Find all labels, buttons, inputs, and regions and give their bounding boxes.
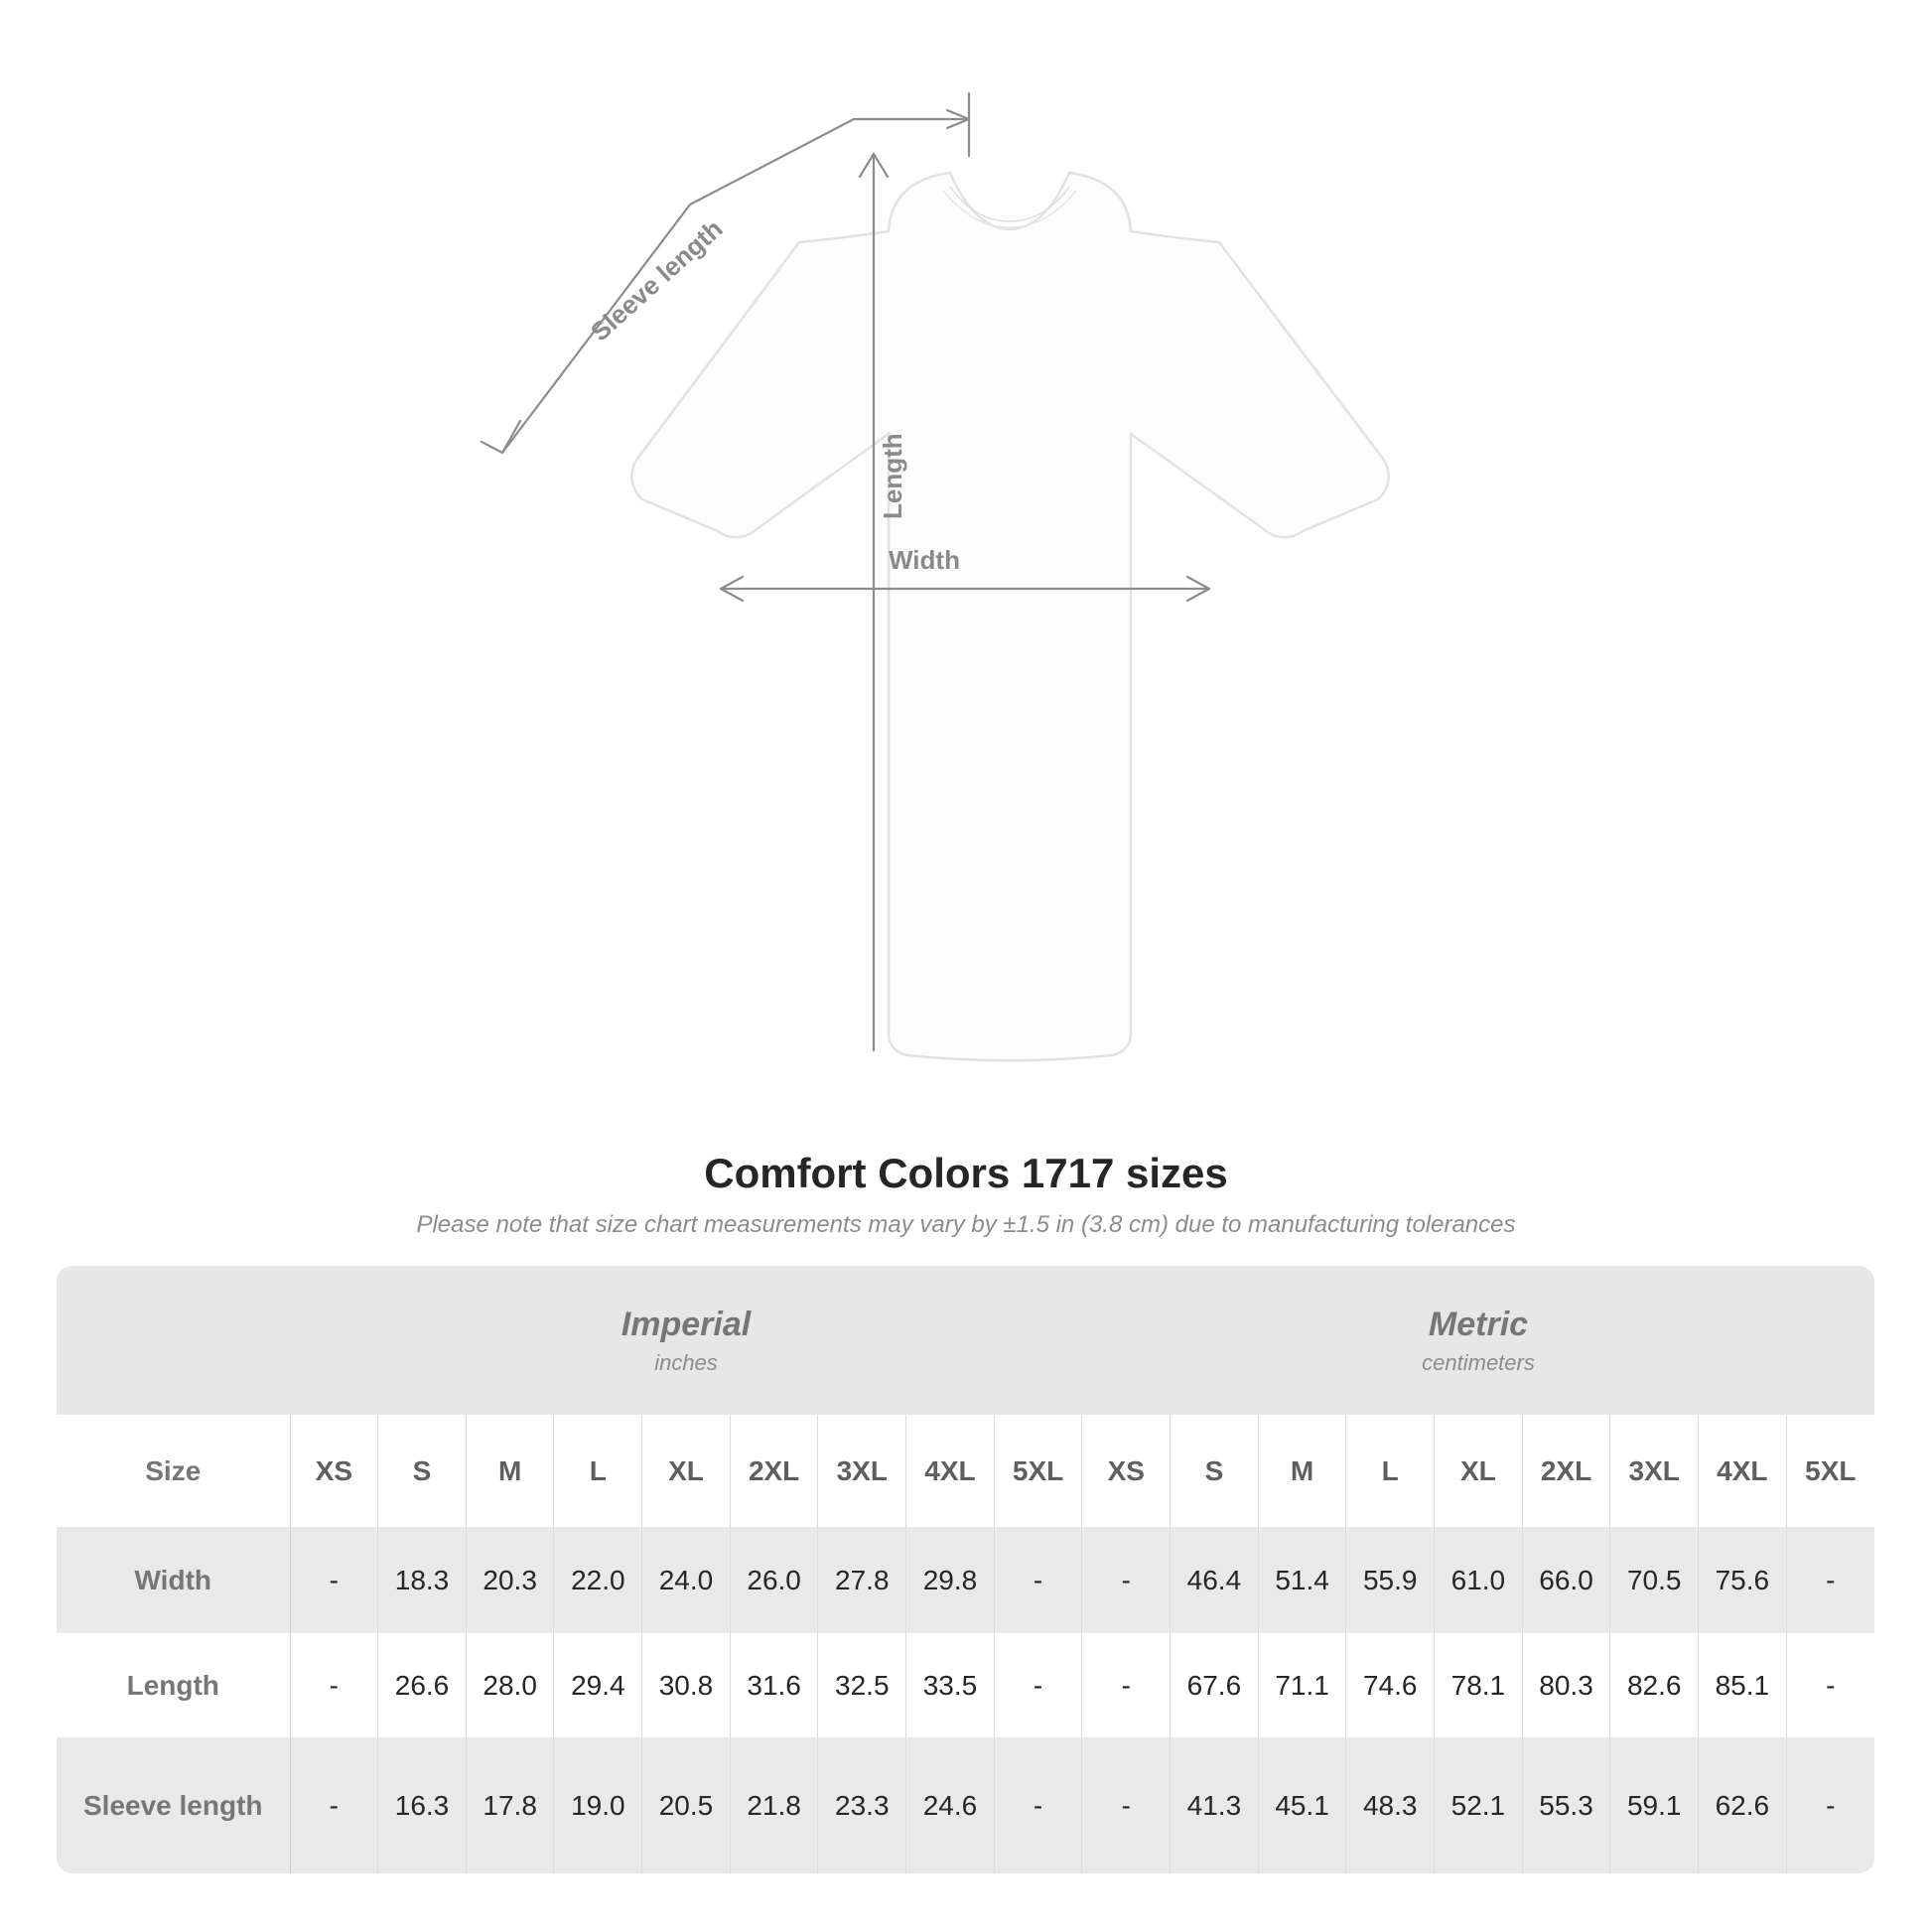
svg-text:Length: Length [878,433,907,519]
svg-text:Sleeve length: Sleeve length [585,213,729,346]
svg-text:Width: Width [889,545,960,575]
